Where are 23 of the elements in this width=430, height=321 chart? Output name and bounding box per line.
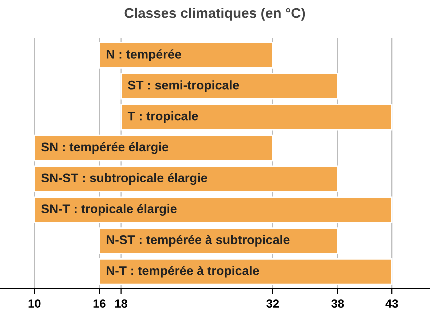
x-tick-label: 10 (28, 300, 41, 308)
y-tick-label: SN-T : tropicale élargie (42, 204, 177, 216)
bar (120, 104, 393, 131)
y-tick-label: N : tempérée (106, 50, 182, 62)
y-tick-label: ST : semi-tropicale (128, 80, 240, 92)
chart-title: Classes climatiques (en °C) (124, 8, 306, 21)
bar (34, 166, 339, 193)
x-tick-label: 38 (332, 300, 344, 308)
y-tick-label: SN-ST : subtropicale élargie (42, 173, 208, 186)
bar (98, 228, 339, 254)
bar (34, 134, 274, 162)
bar (120, 73, 339, 100)
x-tick-label: 43 (386, 300, 398, 308)
y-tick-label: T : tropicale (128, 112, 198, 124)
y-tick-label: N-ST : tempérée à subtropicale (106, 235, 290, 247)
y-tick-label: SN : tempérée élargie (42, 142, 169, 154)
x-tick-label: 32 (266, 300, 280, 308)
bar (98, 258, 393, 286)
bar (34, 196, 393, 224)
x-tick-label: 18 (115, 300, 128, 308)
y-tick-label: N-T : tempérée à tropicale (106, 266, 260, 278)
bar (98, 42, 274, 69)
x-tick-label: 16 (94, 300, 106, 308)
